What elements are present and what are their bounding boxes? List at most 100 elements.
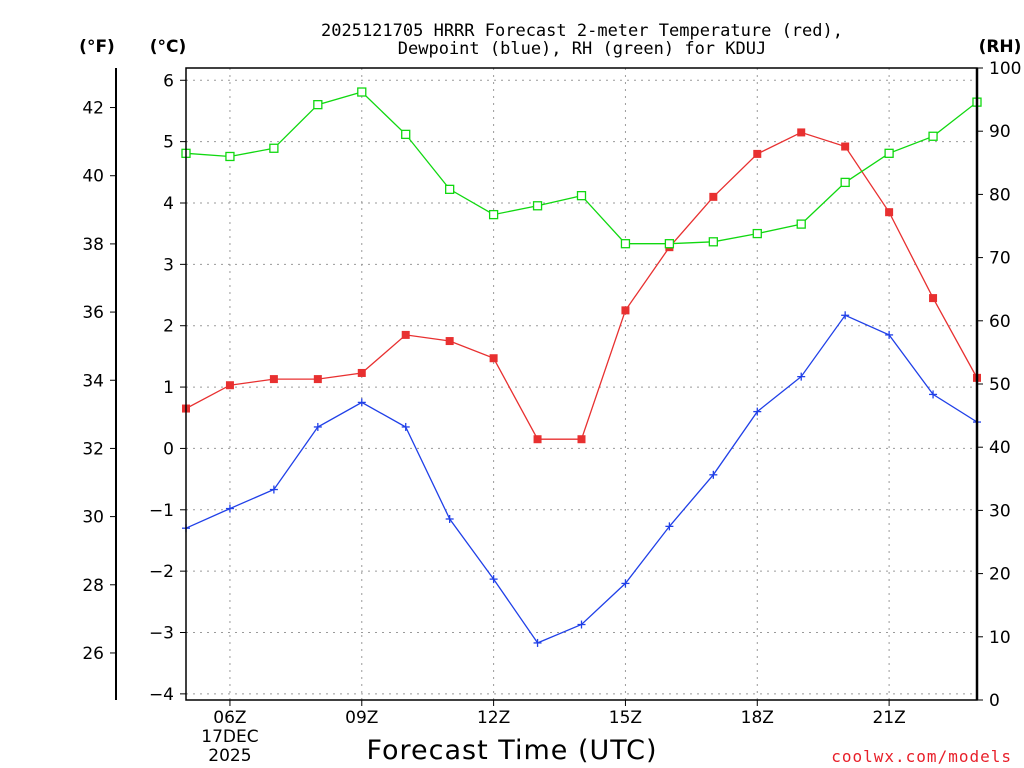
rh-tick-label: 70 bbox=[989, 249, 1011, 269]
temperature-point bbox=[929, 294, 938, 303]
temperature-point bbox=[489, 354, 498, 363]
fahrenheit-tick-label: 30 bbox=[82, 508, 104, 528]
dewpoint-point bbox=[401, 422, 410, 431]
celsius-tick-label: 1 bbox=[163, 378, 174, 398]
temperature-point bbox=[621, 306, 630, 315]
rh-point bbox=[884, 148, 894, 158]
rh-point bbox=[928, 131, 938, 141]
celsius-unit-label: (°C) bbox=[150, 37, 187, 57]
rh-point bbox=[357, 87, 367, 97]
x-tick-label: 09Z bbox=[345, 708, 378, 728]
dewpoint-point bbox=[885, 330, 894, 339]
dewpoint-point bbox=[929, 390, 938, 399]
x-tick-label: 15Z bbox=[609, 708, 642, 728]
rh-tick-label: 50 bbox=[989, 375, 1011, 395]
temperature-point bbox=[841, 142, 850, 151]
x-tick-label: 21Z bbox=[872, 708, 905, 728]
rh-tick-label: 10 bbox=[989, 628, 1011, 648]
temperature-line bbox=[186, 131, 977, 440]
dewpoint-point bbox=[489, 575, 498, 584]
x-axis-label: Forecast Time (UTC) bbox=[366, 735, 657, 766]
rh-point bbox=[445, 184, 455, 194]
temperature-point bbox=[357, 368, 366, 377]
celsius-tick-label: 3 bbox=[163, 255, 174, 275]
rh-point bbox=[225, 151, 235, 162]
temperature-point bbox=[533, 435, 542, 444]
temperature-point bbox=[753, 149, 762, 158]
dewpoint-point bbox=[313, 422, 322, 431]
x-date-label: 17DEC bbox=[201, 727, 258, 747]
temperature-point bbox=[797, 128, 806, 137]
rh-point bbox=[532, 201, 543, 211]
temperature-point bbox=[313, 375, 322, 384]
dewpoint-point bbox=[797, 372, 806, 381]
dewpoint-point bbox=[533, 638, 542, 647]
rh-point bbox=[576, 191, 587, 201]
rh-tick-label: 40 bbox=[989, 438, 1011, 458]
rh-point bbox=[488, 209, 499, 220]
rh-tick-label: 20 bbox=[989, 565, 1011, 585]
x-tick-label: 18Z bbox=[741, 708, 774, 728]
temperature-point bbox=[577, 435, 586, 444]
fahrenheit-tick-label: 28 bbox=[82, 576, 104, 596]
fahrenheit-unit-label: (°F) bbox=[79, 37, 115, 57]
temperature-point bbox=[225, 381, 234, 390]
rh-tick-label: 60 bbox=[989, 312, 1011, 332]
rh-point bbox=[313, 100, 323, 110]
x-year-label: 2025 bbox=[208, 746, 251, 766]
dewpoint-point bbox=[709, 470, 718, 479]
fahrenheit-tick-label: 38 bbox=[82, 235, 104, 255]
temperature-point bbox=[401, 330, 410, 339]
celsius-tick-label: 5 bbox=[163, 133, 174, 153]
celsius-tick-label: −4 bbox=[149, 685, 174, 705]
credit-label: coolwx.com/models bbox=[831, 747, 1012, 766]
rh-point bbox=[269, 143, 279, 153]
fahrenheit-tick-label: 26 bbox=[82, 644, 104, 664]
dewpoint-point bbox=[841, 311, 850, 320]
temperature-point bbox=[445, 337, 454, 346]
series-lines bbox=[186, 91, 977, 644]
temperature-point bbox=[709, 192, 718, 201]
dewpoint-point bbox=[225, 504, 234, 513]
rh-unit-label: (RH) bbox=[979, 37, 1022, 57]
rh-point bbox=[796, 219, 806, 229]
rh-tick-label: 100 bbox=[989, 59, 1021, 79]
dewpoint-point bbox=[665, 522, 674, 531]
dewpoint-point bbox=[445, 514, 454, 523]
dewpoint-point bbox=[357, 398, 366, 407]
axes: 6543210−1−2−3−44240383634323028261009080… bbox=[82, 59, 1021, 766]
dewpoint-line bbox=[186, 314, 977, 644]
rh-tick-label: 0 bbox=[989, 691, 1000, 711]
fahrenheit-tick-label: 36 bbox=[82, 303, 104, 323]
temperature-point bbox=[269, 375, 278, 384]
dewpoint-point bbox=[621, 579, 630, 588]
plot-frame bbox=[185, 67, 978, 701]
fahrenheit-tick-label: 34 bbox=[82, 371, 104, 391]
fahrenheit-tick-label: 32 bbox=[82, 439, 104, 459]
x-tick-label: 06Z bbox=[213, 708, 246, 728]
dewpoint-point bbox=[753, 407, 762, 416]
grid-lines bbox=[186, 68, 977, 700]
rh-point bbox=[708, 237, 718, 247]
fahrenheit-tick-label: 40 bbox=[82, 167, 104, 187]
celsius-tick-label: −2 bbox=[149, 562, 174, 582]
rh-line bbox=[186, 91, 977, 245]
fahrenheit-tick-label: 42 bbox=[82, 99, 104, 119]
rh-point bbox=[620, 239, 631, 249]
rh-point bbox=[664, 239, 675, 249]
temperature-point bbox=[885, 208, 894, 217]
rh-point bbox=[401, 129, 411, 140]
celsius-tick-label: 6 bbox=[163, 71, 174, 91]
rh-tick-label: 90 bbox=[989, 122, 1011, 142]
rh-point bbox=[752, 228, 762, 239]
celsius-tick-label: −1 bbox=[149, 501, 174, 521]
dewpoint-point bbox=[577, 620, 586, 629]
dewpoint-point bbox=[269, 485, 278, 494]
celsius-tick-label: 0 bbox=[163, 439, 174, 459]
rh-tick-label: 30 bbox=[989, 501, 1011, 521]
chart-title-line2: Dewpoint (blue), RH (green) for KDUJ bbox=[398, 39, 766, 59]
x-tick-label: 12Z bbox=[477, 708, 510, 728]
celsius-tick-label: −3 bbox=[149, 624, 174, 644]
chart-title-line1: 2025121705 HRRR Forecast 2-meter Tempera… bbox=[321, 21, 843, 41]
